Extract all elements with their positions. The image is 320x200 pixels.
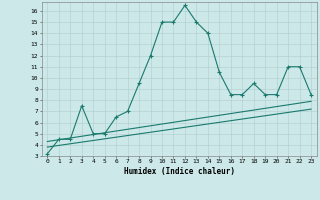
X-axis label: Humidex (Indice chaleur): Humidex (Indice chaleur) [124, 167, 235, 176]
